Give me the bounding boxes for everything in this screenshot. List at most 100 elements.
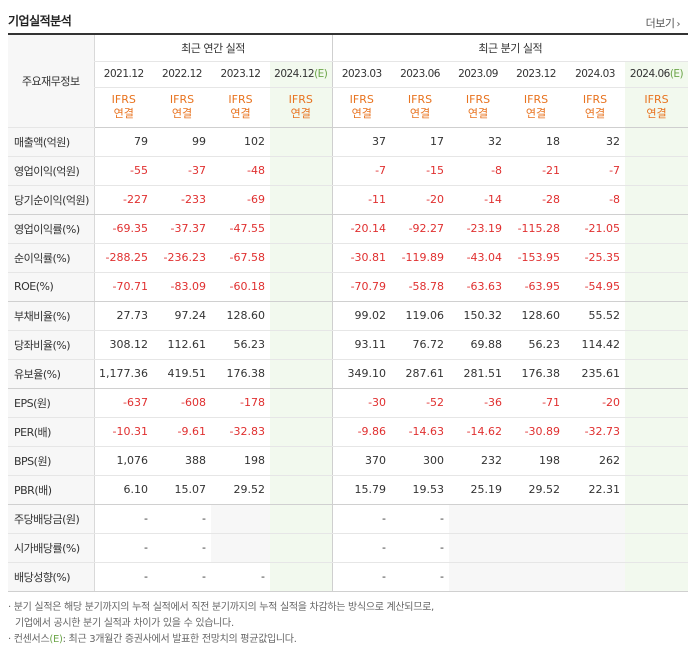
table-cell: 176.38 xyxy=(211,359,270,389)
table-cell xyxy=(449,562,508,592)
table-cell xyxy=(270,388,333,418)
table-cell: 1,076 xyxy=(93,446,153,476)
ifrs-consolidated-label: IFRS 연결 xyxy=(391,87,450,128)
footnote-1-cont: 기업에서 공시한 분기 실적과 차이가 있을 수 있습니다. xyxy=(15,618,234,629)
table-cell: 27.73 xyxy=(93,301,153,331)
table-cell: 150.32 xyxy=(449,301,508,331)
table-cell: 56.23 xyxy=(507,330,566,360)
table-cell: -25.35 xyxy=(565,243,626,273)
table-cell: -92.27 xyxy=(391,214,450,244)
more-link-label: 더보기 xyxy=(645,17,675,30)
ifrs-consolidated-label: IFRS 연결 xyxy=(93,87,153,128)
table-cell: -233 xyxy=(153,185,211,215)
table-cell: -15 xyxy=(391,156,450,186)
quarter-group-header: 최근 분기 실적 xyxy=(331,33,689,62)
period-header: 2021.12 xyxy=(93,61,153,88)
table-cell: -71 xyxy=(507,388,566,418)
table-cell: -9.86 xyxy=(331,417,392,447)
ifrs-consolidated-label: IFRS 연결 xyxy=(153,87,211,128)
table-cell: -8 xyxy=(565,185,626,215)
row-label: 시가배당률(%) xyxy=(8,533,94,563)
table-row: EPS(원) -637 -608 -178 -30 -52 -36 -71 -20 xyxy=(8,388,689,418)
table-cell: - xyxy=(211,562,270,592)
financial-table: 주요재무정보 최근 연간 실적 최근 분기 실적 2021.12 2022.12 2… xyxy=(8,33,689,592)
table-cell xyxy=(270,185,333,215)
table-cell xyxy=(211,504,270,534)
table-cell: -36 xyxy=(449,388,508,418)
table-cell: 69.88 xyxy=(449,330,508,360)
table-cell: 1,177.36 xyxy=(93,359,153,389)
table-cell xyxy=(270,272,333,302)
row-label: 영업이익(억원) xyxy=(8,156,94,186)
table-cell: 370 xyxy=(331,446,392,476)
table-cell: - xyxy=(93,504,153,534)
row-label: EPS(원) xyxy=(8,388,94,418)
table-cell xyxy=(449,504,508,534)
table-cell xyxy=(625,127,689,157)
table-cell xyxy=(270,504,333,534)
table-cell xyxy=(270,214,333,244)
table-row: 당좌비율(%) 308.12 112.61 56.23 93.11 76.72 69.88 5… xyxy=(8,330,689,360)
table-cell: -153.95 xyxy=(507,243,566,273)
table-cell xyxy=(270,359,333,389)
table-cell: - xyxy=(331,562,392,592)
table-cell xyxy=(625,446,689,476)
table-cell: -21 xyxy=(507,156,566,186)
table-cell: -236.23 xyxy=(153,243,211,273)
chevron-right-icon: › xyxy=(676,19,681,30)
footnote-2: · 컨센서스(E): 최근 3개월간 증권사에서 발표한 전망치의 평균값입니다… xyxy=(8,634,297,645)
table-cell: 37 xyxy=(331,127,392,157)
table-cell xyxy=(625,417,689,447)
table-cell: 419.51 xyxy=(153,359,211,389)
table-cell xyxy=(449,533,508,563)
table-cell xyxy=(625,388,689,418)
table-cell: 79 xyxy=(93,127,153,157)
table-cell xyxy=(565,504,626,534)
more-link[interactable]: 더보기 › xyxy=(645,15,681,31)
table-cell: 32 xyxy=(449,127,508,157)
table-cell: -63.95 xyxy=(507,272,566,302)
table-cell xyxy=(270,301,333,331)
table-cell xyxy=(211,533,270,563)
table-cell xyxy=(507,533,566,563)
table-cell: - xyxy=(93,562,153,592)
table-cell: -30 xyxy=(331,388,392,418)
table-cell xyxy=(270,533,333,563)
table-cell xyxy=(625,214,689,244)
table-cell: 17 xyxy=(391,127,450,157)
table-cell: 56.23 xyxy=(211,330,270,360)
table-cell: -8 xyxy=(449,156,508,186)
ifrs-consolidated-label: IFRS 연결 xyxy=(331,87,392,128)
table-cell xyxy=(625,504,689,534)
table-cell xyxy=(270,243,333,273)
table-cell xyxy=(565,562,626,592)
table-cell xyxy=(270,562,333,592)
ifrs-consolidated-label: IFRS 연결 xyxy=(625,87,689,128)
table-cell: -30.81 xyxy=(331,243,392,273)
table-cell: - xyxy=(93,533,153,563)
table-cell: 281.51 xyxy=(449,359,508,389)
table-cell: 262 xyxy=(565,446,626,476)
row-label: PBR(배) xyxy=(8,475,94,505)
table-cell: 128.60 xyxy=(211,301,270,331)
row-label: 부채비율(%) xyxy=(8,301,94,331)
table-row: 부채비율(%) 27.73 97.24 128.60 99.02 119.06 150.32… xyxy=(8,301,689,331)
table-cell: -69 xyxy=(211,185,270,215)
table-cell: 99 xyxy=(153,127,211,157)
table-cell: 308.12 xyxy=(93,330,153,360)
table-cell xyxy=(625,272,689,302)
table-cell: 25.19 xyxy=(449,475,508,505)
table-cell: -11 xyxy=(331,185,392,215)
table-cell xyxy=(625,185,689,215)
table-cell xyxy=(625,533,689,563)
table-cell: 235.61 xyxy=(565,359,626,389)
table-cell xyxy=(270,446,333,476)
footnote-1: · 분기 실적은 해당 분기까지의 누적 실적에서 직전 분기까지의 누적 실적… xyxy=(8,602,434,613)
period-header: 2023.12 xyxy=(211,61,270,88)
table-cell: - xyxy=(391,504,450,534)
table-cell: 388 xyxy=(153,446,211,476)
row-label: 매출액(억원) xyxy=(8,127,94,157)
table-cell: -32.73 xyxy=(565,417,626,447)
table-cell: -37 xyxy=(153,156,211,186)
table-cell: -21.05 xyxy=(565,214,626,244)
